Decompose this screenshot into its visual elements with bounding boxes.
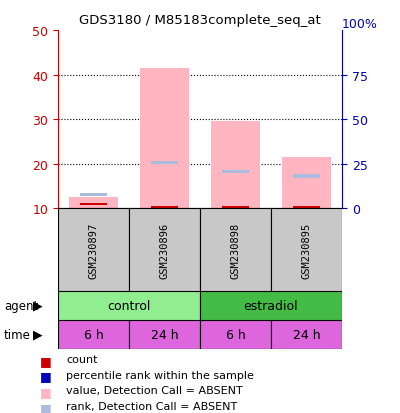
- Text: 6 h: 6 h: [84, 328, 103, 341]
- Text: value, Detection Call = ABSENT: value, Detection Call = ABSENT: [66, 385, 243, 395]
- Text: GSM230897: GSM230897: [88, 222, 98, 278]
- Bar: [80, 194, 107, 197]
- Bar: [282, 157, 331, 209]
- Text: time: time: [4, 328, 31, 341]
- Bar: [58, 320, 129, 349]
- Text: 100%: 100%: [342, 18, 378, 31]
- Bar: [200, 291, 342, 320]
- Bar: [140, 69, 189, 209]
- Text: ■: ■: [40, 385, 52, 398]
- Bar: [69, 197, 118, 209]
- Text: control: control: [107, 299, 151, 312]
- Text: percentile rank within the sample: percentile rank within the sample: [66, 370, 254, 380]
- Text: ■: ■: [40, 401, 52, 413]
- Text: GSM230896: GSM230896: [160, 222, 170, 278]
- Bar: [58, 291, 200, 320]
- Bar: [151, 206, 178, 208]
- Bar: [211, 122, 260, 209]
- Text: 24 h: 24 h: [151, 328, 178, 341]
- Text: ▶: ▶: [33, 299, 43, 312]
- Text: ▶: ▶: [33, 328, 43, 341]
- Bar: [80, 203, 107, 205]
- Bar: [271, 209, 342, 291]
- Text: agent: agent: [4, 299, 38, 312]
- Text: GSM230898: GSM230898: [230, 222, 240, 278]
- Bar: [271, 320, 342, 349]
- Text: ■: ■: [40, 370, 52, 382]
- Text: 6 h: 6 h: [226, 328, 245, 341]
- Bar: [151, 162, 178, 165]
- Bar: [222, 171, 249, 174]
- Text: ■: ■: [40, 354, 52, 367]
- Bar: [129, 320, 200, 349]
- Bar: [222, 206, 249, 208]
- Bar: [129, 209, 200, 291]
- Text: count: count: [66, 354, 98, 364]
- Bar: [200, 320, 271, 349]
- Text: 24 h: 24 h: [293, 328, 320, 341]
- Bar: [58, 209, 129, 291]
- Text: GSM230895: GSM230895: [302, 222, 312, 278]
- Text: GDS3180 / M85183complete_seq_at: GDS3180 / M85183complete_seq_at: [79, 14, 321, 26]
- Text: rank, Detection Call = ABSENT: rank, Detection Call = ABSENT: [66, 401, 237, 411]
- Bar: [293, 206, 320, 208]
- Bar: [200, 209, 271, 291]
- Bar: [293, 175, 320, 178]
- Text: estradiol: estradiol: [244, 299, 298, 312]
